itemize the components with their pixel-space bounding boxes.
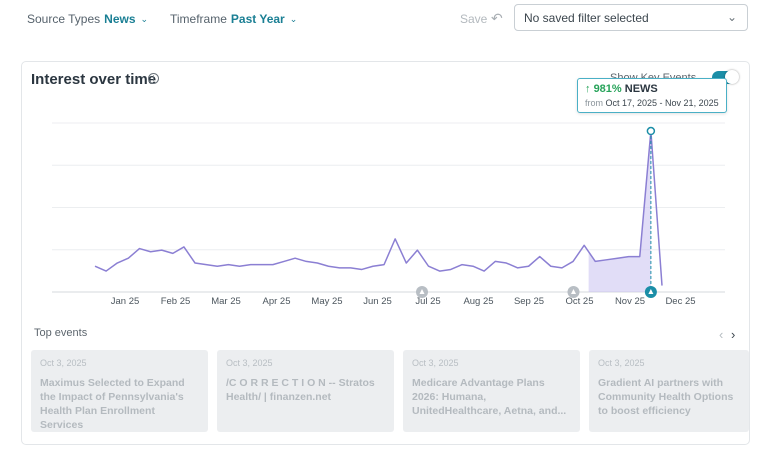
series-line	[94, 130, 663, 286]
chart-tooltip: ↑ 981% NEWS from Oct 17, 2025 - Nov 21, …	[577, 78, 727, 113]
x-tick-label: Aug 25	[463, 296, 493, 307]
x-tick-label: Oct 25	[566, 296, 594, 307]
x-tick-label: Mar 25	[211, 296, 241, 307]
highlight-area	[588, 131, 651, 292]
tooltip-range: Oct 17, 2025 - Nov 21, 2025	[605, 98, 719, 108]
timeframe-label: Timeframe	[170, 12, 227, 26]
undo-icon[interactable]: ↶	[491, 10, 503, 26]
bell-icon	[648, 289, 654, 294]
bell-icon	[571, 289, 576, 294]
event-title: Medicare Advantage Plans 2026: Humana, U…	[412, 377, 567, 417]
source-types-value: News	[104, 12, 136, 26]
event-card[interactable]: Oct 3, 2025 /C O R R E C T I O N -- Stra…	[217, 350, 394, 432]
save-button[interactable]: Save	[460, 12, 488, 26]
up-arrow-icon: ↑	[585, 83, 591, 95]
top-events-heading: Top events	[34, 327, 88, 339]
chevron-down-icon: ⌄	[289, 13, 298, 24]
chevron-left-icon[interactable]: ‹	[719, 327, 724, 342]
x-tick-label: Jun 25	[363, 296, 392, 307]
card-title: Interest over time	[31, 71, 157, 88]
event-title: /C O R R E C T I O N -- Stratos Health/ …	[226, 377, 375, 403]
source-types-filter[interactable]: Source Types News ⌄	[27, 12, 148, 26]
tooltip-source: NEWS	[624, 83, 658, 95]
timeframe-value: Past Year	[230, 12, 285, 26]
interest-chart: Jan 25 Feb 25 Mar 25 Apr 25 May 25 Jun 25 Jul …	[52, 122, 725, 307]
x-tick-label: Jan 25	[111, 296, 140, 307]
saved-filter-select[interactable]: No saved filter selected ⌄	[514, 4, 748, 31]
timeframe-filter[interactable]: Timeframe Past Year ⌄	[170, 12, 297, 26]
x-tick-label: Nov 25	[615, 296, 645, 307]
event-date: Oct 3, 2025	[226, 358, 273, 368]
chevron-down-icon: ⌄	[140, 13, 149, 24]
peak-point	[646, 126, 656, 136]
event-card[interactable]: Oct 3, 2025 Maximus Selected to Expand t…	[31, 350, 208, 432]
x-tick-label: Jul 25	[415, 296, 440, 307]
x-tick-label: Apr 25	[263, 296, 291, 307]
event-date: Oct 3, 2025	[598, 358, 645, 368]
interest-over-time-card: Jan 25 Feb 25 Mar 25 Apr 25 May 25 Jun 25 Jul …	[21, 61, 750, 445]
event-card[interactable]: Oct 3, 2025 Gradient AI partners with Co…	[589, 350, 749, 432]
x-tick-label: Feb 25	[161, 296, 191, 307]
event-date: Oct 3, 2025	[40, 358, 87, 368]
tooltip-percent: 981%	[593, 83, 622, 95]
x-tick-label: May 25	[311, 296, 342, 307]
x-tick-label: Sep 25	[514, 296, 544, 307]
event-card[interactable]: Oct 3, 2025 Medicare Advantage Plans 202…	[403, 350, 580, 432]
saved-filter-value: No saved filter selected	[524, 11, 649, 25]
event-title: Maximus Selected to Expand the Impact of…	[40, 377, 185, 431]
x-tick-label: Dec 25	[665, 296, 695, 307]
tooltip-from-label: from	[585, 98, 603, 108]
info-icon[interactable]: i	[148, 73, 159, 84]
source-types-label: Source Types	[27, 12, 101, 26]
event-title: Gradient AI partners with Community Heal…	[598, 377, 734, 417]
chevron-right-icon[interactable]: ›	[731, 327, 736, 342]
chevron-down-icon: ⌄	[726, 10, 737, 24]
bell-icon	[419, 289, 425, 294]
event-date: Oct 3, 2025	[412, 358, 459, 368]
